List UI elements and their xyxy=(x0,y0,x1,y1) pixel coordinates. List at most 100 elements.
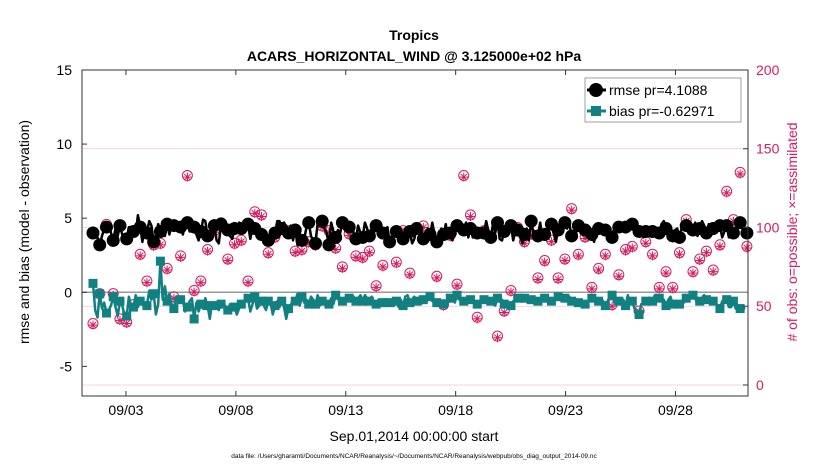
rmse-point xyxy=(288,223,302,237)
bias-point xyxy=(553,292,563,302)
y-right-tick-label: 50 xyxy=(756,298,772,314)
obs-assimilated-marker xyxy=(331,245,341,255)
obs-assimilated-marker xyxy=(708,267,718,277)
obs-assimilated-marker xyxy=(654,284,664,294)
bias-point xyxy=(88,278,98,288)
bias-point xyxy=(385,298,395,308)
bias-point xyxy=(324,299,334,309)
rmse-point xyxy=(733,216,747,230)
rmse-point xyxy=(86,226,100,240)
bias-point xyxy=(344,293,354,303)
obs-assimilated-marker xyxy=(607,301,617,311)
bias-point xyxy=(540,293,550,303)
obs-assimilated-marker xyxy=(155,240,165,250)
rmse-point xyxy=(106,233,120,247)
y-tick-label: -5 xyxy=(60,358,73,374)
rmse-point xyxy=(329,230,343,244)
rmse-point xyxy=(383,235,397,249)
rmse-point xyxy=(93,238,107,252)
obs-assimilated-marker xyxy=(506,287,516,297)
obs-assimilated-marker xyxy=(614,271,624,281)
bias-point xyxy=(378,298,388,308)
bias-point xyxy=(614,296,624,306)
y-tick-label: 5 xyxy=(64,210,72,226)
x-tick-label: 09/08 xyxy=(218,402,253,418)
rmse-point xyxy=(315,214,329,228)
bias-point xyxy=(567,296,577,306)
bias-point xyxy=(445,293,455,303)
rmse-point xyxy=(342,220,356,234)
bias-point xyxy=(735,304,745,314)
obs-assimilated-marker xyxy=(560,256,570,266)
y-right-tick-label: 200 xyxy=(756,62,780,78)
obs-assimilated-marker xyxy=(735,169,745,179)
obs-assimilated-marker xyxy=(115,315,125,325)
plot-frame xyxy=(81,69,749,397)
y-right-tick-label: 0 xyxy=(756,377,764,393)
bias-point xyxy=(364,296,374,306)
obs-assimilated-marker xyxy=(594,265,604,275)
obs-assimilated-marker xyxy=(189,287,199,297)
rmse-point xyxy=(740,226,754,240)
obs-assimilated-marker xyxy=(405,270,415,280)
bias-point xyxy=(182,302,192,312)
x-tick-label: 09/03 xyxy=(108,402,143,418)
bias-point xyxy=(533,296,543,306)
bias-point xyxy=(668,299,678,309)
obs-assimilated-marker xyxy=(297,246,307,256)
obs-assimilated-marker xyxy=(492,333,502,343)
bias-point xyxy=(135,296,145,306)
rmse-point xyxy=(201,229,215,243)
legend-box xyxy=(584,77,742,123)
bias-point xyxy=(479,295,489,305)
obs-assimilated-marker xyxy=(142,278,152,288)
y-tick-label: 10 xyxy=(56,136,72,152)
bias-point xyxy=(277,296,287,306)
obs-assimilated-marker xyxy=(236,237,246,247)
obs-assimilated-marker xyxy=(573,251,583,261)
obs-assimilated-marker xyxy=(122,319,132,329)
y-right-tick-label: 150 xyxy=(756,141,780,157)
bias-point xyxy=(594,296,604,306)
obs-assimilated-marker xyxy=(304,238,314,248)
bias-point xyxy=(243,293,253,303)
legend-rmse-marker xyxy=(589,83,603,97)
obs-assimilated-marker xyxy=(600,251,610,261)
bias-point xyxy=(641,296,651,306)
y-axis-ticks: -5 0 5 10 15 xyxy=(56,62,87,374)
rmse-point xyxy=(376,226,390,240)
rmse-point xyxy=(484,230,498,244)
bias-point xyxy=(155,256,165,266)
rmse-point xyxy=(113,219,127,233)
bias-point xyxy=(654,293,664,303)
rmse-point xyxy=(672,230,686,244)
bias-point xyxy=(189,314,199,324)
rmse-point xyxy=(490,216,504,230)
bias-point xyxy=(250,292,260,302)
chart-title: Tropics xyxy=(389,27,439,43)
bias-point xyxy=(506,301,516,311)
y-right-tick-label: 100 xyxy=(756,219,780,235)
bias-point xyxy=(95,289,105,299)
x-tick-label: 09/23 xyxy=(548,402,583,418)
obs-assimilated-marker xyxy=(452,281,462,291)
bias-point xyxy=(304,299,314,309)
obs-assimilated-marker xyxy=(701,248,711,258)
obs-assimilated-marker xyxy=(533,274,543,284)
obs-assimilated-marker xyxy=(695,256,705,266)
rmse-point xyxy=(565,229,579,243)
obs-assimilated-marker xyxy=(250,208,260,218)
obs-assimilated-marker xyxy=(203,246,213,256)
bias-point xyxy=(688,290,698,300)
obs-assimilated-marker xyxy=(587,284,597,294)
obs-assimilated-marker xyxy=(162,265,172,275)
obs-assimilated-marker xyxy=(351,252,361,262)
bias-point xyxy=(519,293,529,303)
rmse-point xyxy=(308,236,322,250)
x-tick-label: 09/18 xyxy=(438,402,473,418)
rmse-point xyxy=(558,216,572,230)
rmse-point xyxy=(140,226,154,240)
obs-assimilated-marker xyxy=(519,238,529,248)
y-axis-right-ticks: 0 50 100 150 200 xyxy=(743,62,780,393)
